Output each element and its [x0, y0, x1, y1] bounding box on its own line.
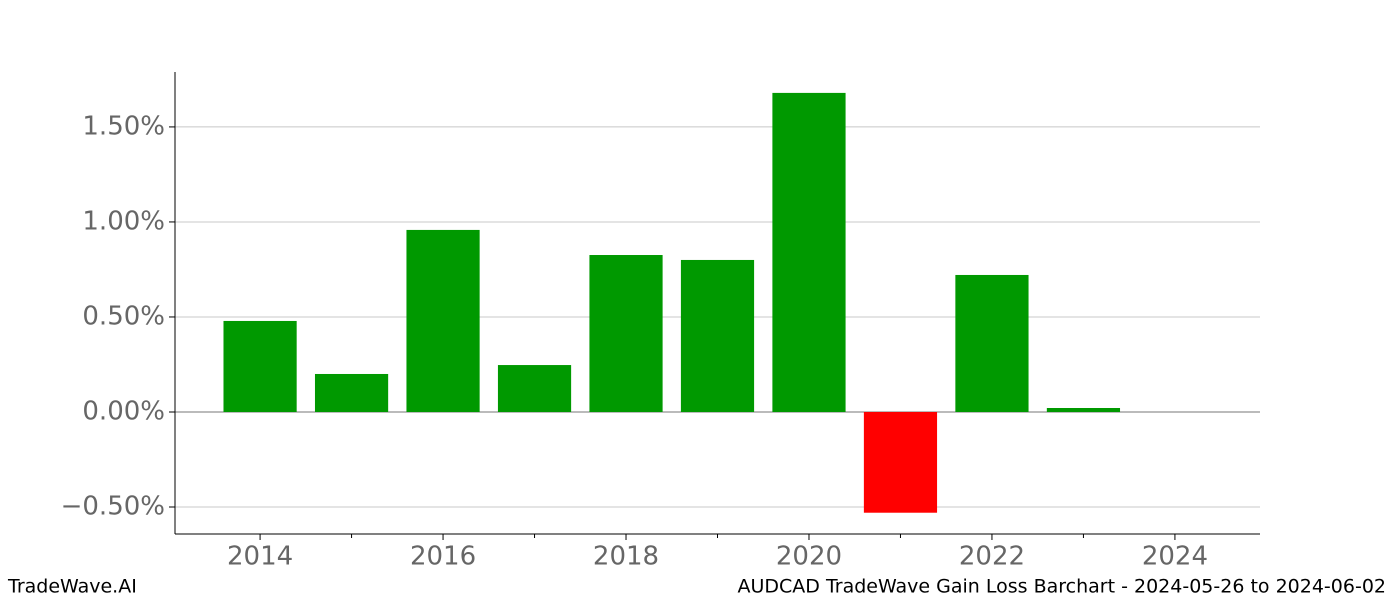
bar: [772, 92, 846, 412]
y-tick-label: 0.50%: [82, 301, 165, 331]
chart-title: AUDCAD TradeWave Gain Loss Barchart - 20…: [737, 576, 1386, 598]
bar: [589, 255, 663, 412]
x-tick-label: 2022: [959, 542, 1025, 572]
bar: [955, 274, 1029, 412]
x-tick-label: 2024: [1142, 542, 1208, 572]
bar: [406, 229, 480, 412]
x-tick-label: 2020: [776, 542, 842, 572]
y-tick-label: 1.50%: [82, 111, 165, 141]
y-tick-label: −0.50%: [61, 492, 165, 522]
bar: [863, 411, 938, 513]
x-tick-label: 2018: [593, 542, 659, 572]
source-label: TradeWave.AI: [7, 576, 137, 598]
x-tick-label: 2016: [410, 542, 476, 572]
bar: [223, 320, 297, 412]
bar: [314, 373, 389, 412]
x-tick-label: 2014: [227, 542, 293, 572]
bar: [1046, 408, 1121, 412]
bar: [680, 259, 755, 412]
y-tick-label: 1.00%: [82, 206, 165, 236]
y-tick-label: 0.00%: [82, 396, 165, 426]
bar: [497, 365, 572, 412]
